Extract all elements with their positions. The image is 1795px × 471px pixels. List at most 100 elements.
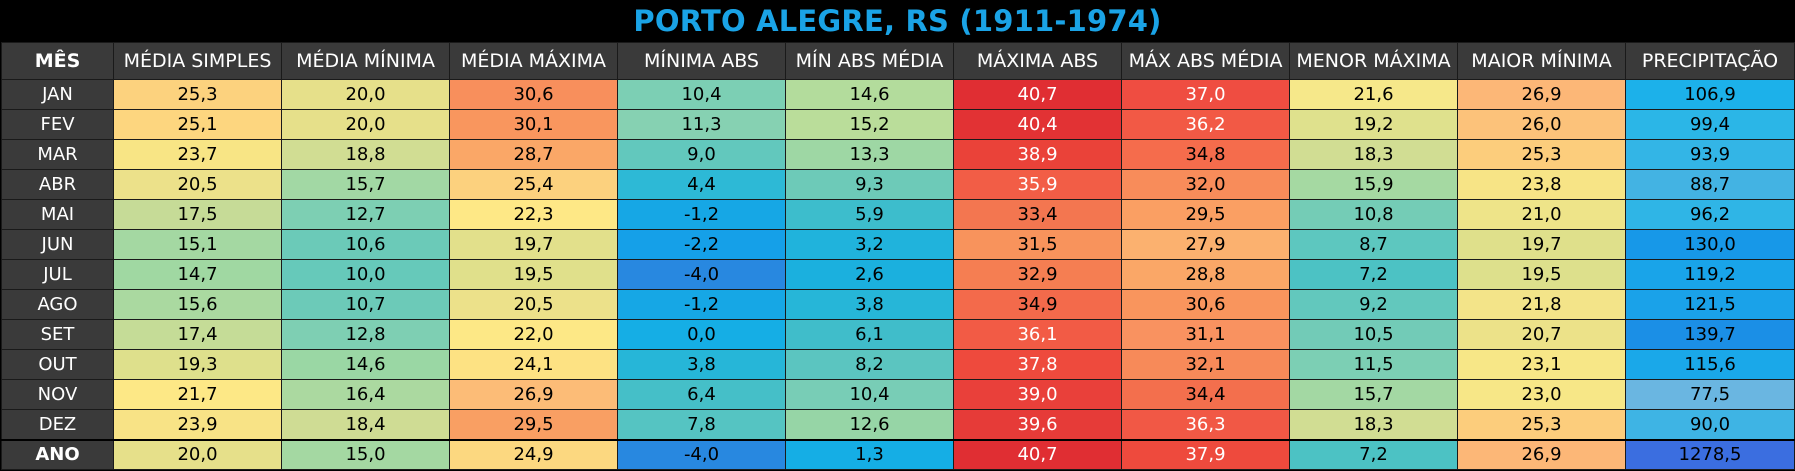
table-cell: 24,9 — [449, 438, 618, 470]
table-cell: 12,6 — [785, 409, 954, 440]
table-row: JUL 14,7 10,0 19,5 -4,0 2,6 32,9 28,8 7,2 19,5 119… — [1, 259, 1795, 290]
table-cell: 30,1 — [449, 109, 618, 140]
table-cell: 20,0 — [281, 79, 450, 110]
table-cell: 25,3 — [113, 79, 282, 110]
table-cell: 25,4 — [449, 169, 618, 200]
table-cell: 0,0 — [617, 319, 786, 350]
table-cell: 19,7 — [1457, 229, 1626, 260]
table-cell: 7,8 — [617, 409, 786, 440]
table-cell: 4,4 — [617, 169, 786, 200]
table-cell: 2,6 — [785, 259, 954, 290]
table-cell: 18,4 — [281, 409, 450, 440]
table-cell: 11,3 — [617, 109, 786, 140]
table-row: AGO 15,6 10,7 20,5 -1,2 3,8 34,9 30,6 9,2 21,8 121… — [1, 289, 1795, 320]
table-cell: 21,7 — [113, 379, 282, 410]
table-cell: 10,7 — [281, 289, 450, 320]
row-month-label: ANO — [1, 438, 114, 470]
table-cell: 9,2 — [1289, 289, 1458, 320]
table-cell: 20,5 — [449, 289, 618, 320]
table-cell: 6,1 — [785, 319, 954, 350]
table-cell: 10,0 — [281, 259, 450, 290]
table-cell: 93,9 — [1625, 139, 1795, 170]
table-cell: 15,6 — [113, 289, 282, 320]
header-min-abs-media: MÍN ABS MÉDIA — [785, 42, 954, 80]
table-cell: 40,7 — [953, 79, 1122, 110]
row-month-label: JAN — [1, 79, 114, 110]
table-cell: 20,7 — [1457, 319, 1626, 350]
table-row: SET 17,4 12,8 22,0 0,0 6,1 36,1 31,1 10,5 20,7 139… — [1, 319, 1795, 350]
table-cell: 31,1 — [1121, 319, 1290, 350]
table-row: DEZ 23,9 18,4 29,5 7,8 12,6 39,6 36,3 18,3 25,3 90… — [1, 409, 1795, 440]
table-cell: 19,5 — [449, 259, 618, 290]
table-cell: 39,0 — [953, 379, 1122, 410]
table-cell: 11,5 — [1289, 349, 1458, 380]
table-cell: -1,2 — [617, 199, 786, 230]
table-cell: 39,6 — [953, 409, 1122, 440]
row-month-label: MAI — [1, 199, 114, 230]
table-cell: 18,3 — [1289, 139, 1458, 170]
table-cell: 30,6 — [449, 79, 618, 110]
table-cell: 26,9 — [449, 379, 618, 410]
table-cell: 23,9 — [113, 409, 282, 440]
table-row: FEV 25,1 20,0 30,1 11,3 15,2 40,4 36,2 19,2 26,0 9… — [1, 109, 1795, 140]
table-cell: 9,0 — [617, 139, 786, 170]
table-cell: 15,1 — [113, 229, 282, 260]
row-month-label: OUT — [1, 349, 114, 380]
row-month-label: FEV — [1, 109, 114, 140]
header-media-simples: MÉDIA SIMPLES — [113, 42, 282, 80]
table-cell: 9,3 — [785, 169, 954, 200]
row-month-label: JUL — [1, 259, 114, 290]
table-cell: 25,3 — [1457, 409, 1626, 440]
table-cell: 19,5 — [1457, 259, 1626, 290]
header-max-abs-media: MÁX ABS MÉDIA — [1121, 42, 1290, 80]
table-cell: 26,0 — [1457, 109, 1626, 140]
table-cell: 14,6 — [785, 79, 954, 110]
table-cell: 36,3 — [1121, 409, 1290, 440]
table-cell: 3,2 — [785, 229, 954, 260]
table-cell: 37,0 — [1121, 79, 1290, 110]
table-cell: 17,5 — [113, 199, 282, 230]
table-cell: 12,7 — [281, 199, 450, 230]
table-cell: 88,7 — [1625, 169, 1795, 200]
table-cell: 77,5 — [1625, 379, 1795, 410]
table-cell: 20,0 — [281, 109, 450, 140]
table-cell: 130,0 — [1625, 229, 1795, 260]
table-cell: 19,2 — [1289, 109, 1458, 140]
table-cell: 40,7 — [953, 438, 1122, 470]
table-cell: 10,5 — [1289, 319, 1458, 350]
table-cell: 21,0 — [1457, 199, 1626, 230]
table-cell: 99,4 — [1625, 109, 1795, 140]
table-cell: 34,4 — [1121, 379, 1290, 410]
table-cell: 34,8 — [1121, 139, 1290, 170]
row-month-label: DEZ — [1, 409, 114, 440]
table-cell: 10,6 — [281, 229, 450, 260]
table-cell: 21,8 — [1457, 289, 1626, 320]
table-cell: 16,4 — [281, 379, 450, 410]
table-cell: 15,9 — [1289, 169, 1458, 200]
table-row: OUT 19,3 14,6 24,1 3,8 8,2 37,8 32,1 11,5 23,1 115… — [1, 349, 1795, 380]
row-month-label: MAR — [1, 139, 114, 170]
table-cell: 90,0 — [1625, 409, 1795, 440]
table-cell: 21,6 — [1289, 79, 1458, 110]
table-cell: 28,7 — [449, 139, 618, 170]
table-cell: 5,9 — [785, 199, 954, 230]
table-row: JAN 25,3 20,0 30,6 10,4 14,6 40,7 37,0 21,6 26,9 1… — [1, 79, 1795, 110]
table-cell: -2,2 — [617, 229, 786, 260]
table-cell: 8,7 — [1289, 229, 1458, 260]
table-cell: 34,9 — [953, 289, 1122, 320]
table-row-total: ANO 20,0 15,0 24,9 -4,0 1,3 40,7 37,9 7,2 26,9 127… — [1, 438, 1795, 470]
table-cell: 24,1 — [449, 349, 618, 380]
table-cell: 40,4 — [953, 109, 1122, 140]
header-media-maxima: MÉDIA MÁXIMA — [449, 42, 618, 80]
table-cell: 13,3 — [785, 139, 954, 170]
header-maior-minima: MAIOR MÍNIMA — [1457, 42, 1626, 80]
table-row: NOV 21,7 16,4 26,9 6,4 10,4 39,0 34,4 15,7 23,0 77… — [1, 379, 1795, 410]
header-minima-abs: MÍNIMA ABS — [617, 42, 786, 80]
table-cell: 139,7 — [1625, 319, 1795, 350]
table-cell: 36,1 — [953, 319, 1122, 350]
table-cell: 106,9 — [1625, 79, 1795, 110]
table-cell: 23,7 — [113, 139, 282, 170]
row-month-label: JUN — [1, 229, 114, 260]
row-month-label: AGO — [1, 289, 114, 320]
